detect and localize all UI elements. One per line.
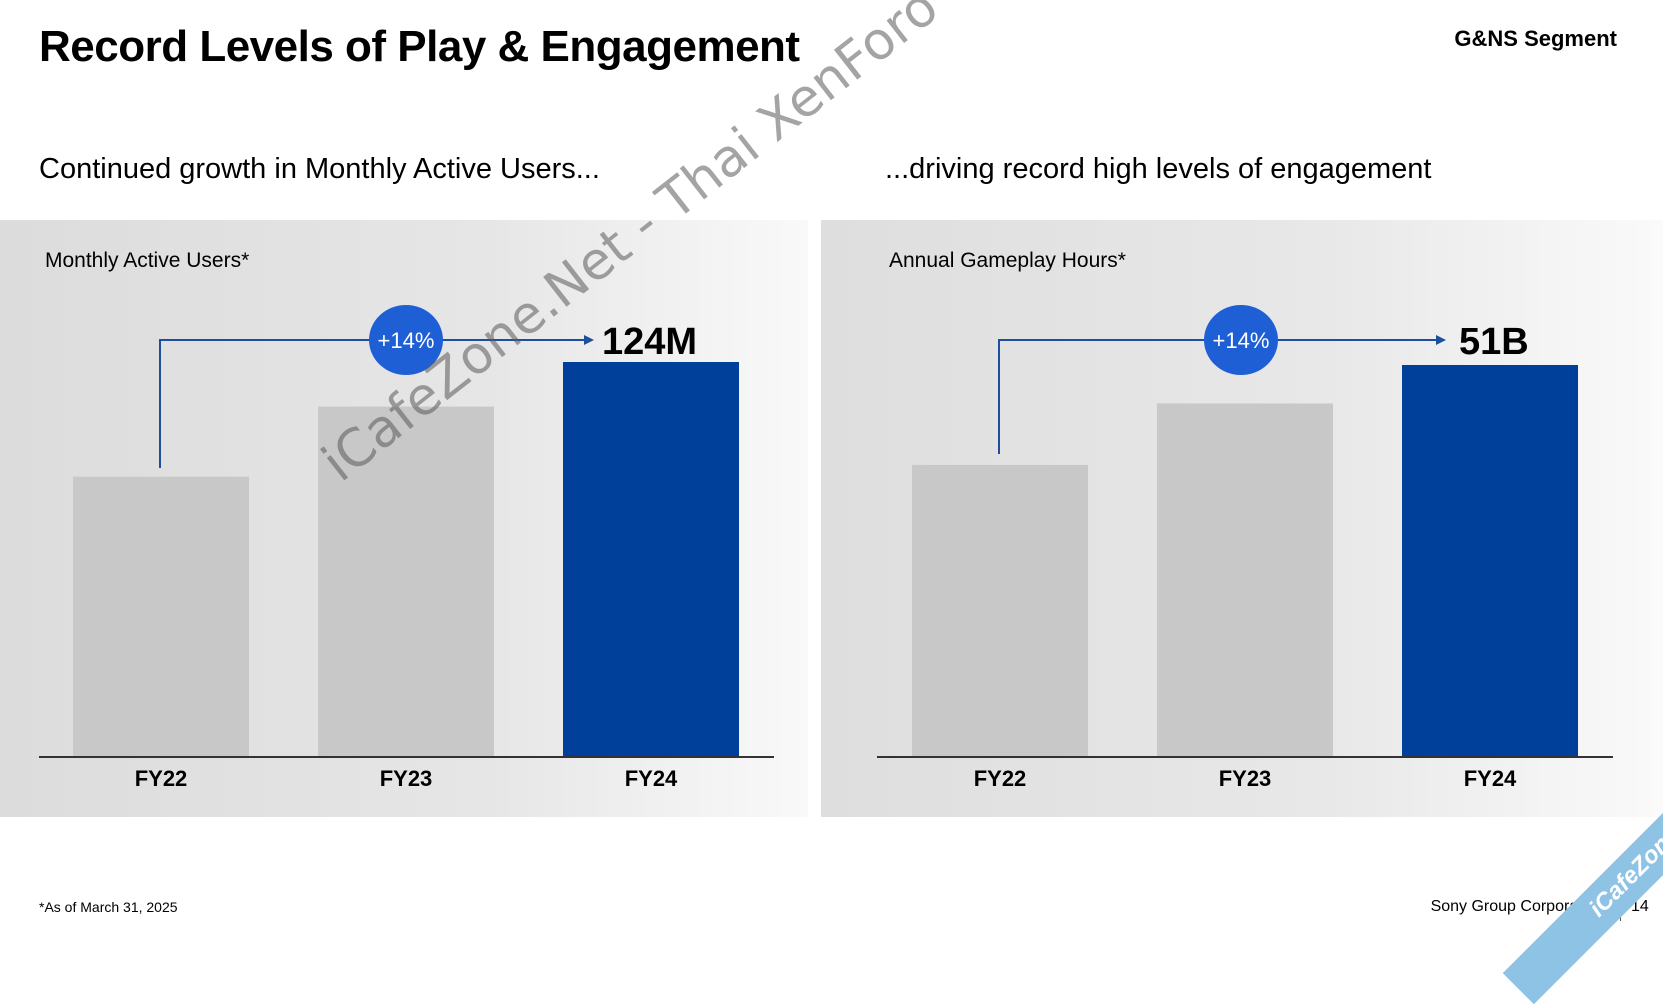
x-tick-label: FY22 (135, 766, 188, 791)
x-tick-label: FY22 (974, 766, 1027, 791)
gameplay-chart-title: Annual Gameplay Hours* (889, 249, 1126, 272)
bar-charts: FY22 FY23 FY24 +14% 124M FY22 FY23 FY24 +14% 51B (39, 305, 1613, 791)
value-label: 51B (1459, 321, 1529, 363)
segment-label: G&NS Segment (1454, 26, 1617, 51)
right-subtitle: ...driving record high levels of engagem… (885, 153, 1432, 185)
growth-badge (369, 305, 443, 375)
arrow-head-icon (1436, 335, 1446, 345)
arrow-head-icon (584, 335, 594, 345)
bar-fy22 (912, 464, 1088, 757)
growth-connector (159, 339, 586, 468)
growth-connector (998, 339, 1438, 454)
growth-label: +14% (378, 328, 435, 353)
x-tick-label: FY24 (1464, 766, 1517, 791)
bar-fy24 (563, 362, 739, 757)
left-subtitle: Continued growth in Monthly Active Users… (39, 153, 600, 185)
growth-label: +14% (1213, 328, 1270, 353)
company-name: Sony Group Corporation (1430, 898, 1604, 915)
bar-fy23 (1157, 403, 1333, 757)
bar-fy23 (318, 406, 494, 757)
value-label: 124M (602, 321, 697, 363)
growth-badge (1204, 305, 1278, 375)
x-tick-label: FY23 (380, 766, 433, 791)
bar-fy22 (73, 476, 249, 757)
bar-fy24 (1402, 365, 1578, 757)
x-tick-label: FY24 (625, 766, 678, 791)
footnote: *As of March 31, 2025 (39, 899, 178, 915)
page-title: Record Levels of Play & Engagement (39, 22, 800, 71)
x-tick-label: FY23 (1219, 766, 1272, 791)
mau-chart-title: Monthly Active Users* (45, 249, 250, 272)
